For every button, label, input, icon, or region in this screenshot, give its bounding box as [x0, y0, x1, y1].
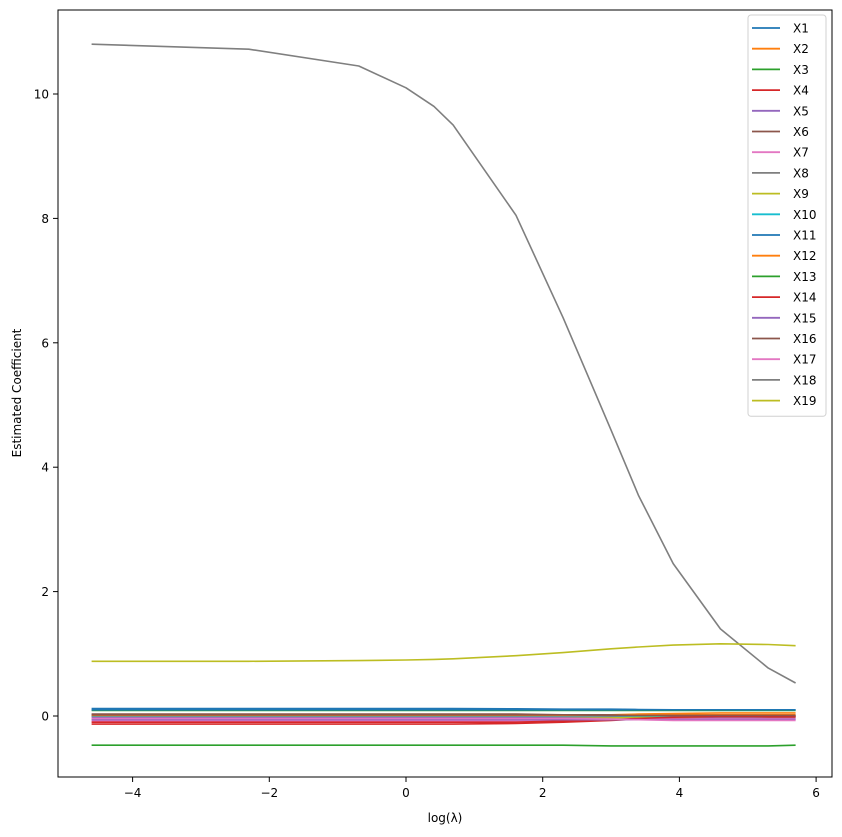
y-axis-ticks: 0 2 4 6 8 10: [34, 88, 58, 724]
legend-label: X11: [793, 229, 817, 243]
legend-label: X17: [793, 353, 817, 367]
legend-label: X10: [793, 208, 817, 222]
x-tick-label: 4: [676, 786, 684, 800]
legend-label: X15: [793, 311, 817, 325]
legend-item-x9: X9: [752, 187, 809, 201]
y-tick-label: 6: [41, 336, 49, 350]
legend-label: X1: [793, 22, 809, 36]
series-line-x16: [91, 713, 796, 717]
legend-item-x18: X18: [752, 373, 817, 387]
series-line-x13: [91, 744, 796, 747]
legend-label: X2: [793, 42, 809, 56]
y-tick-label: 0: [41, 710, 49, 724]
legend-item-x12: X12: [752, 249, 817, 263]
y-tick-label: 4: [41, 461, 49, 475]
legend-label: X6: [793, 125, 809, 139]
series-lines: [91, 43, 796, 747]
x-tick-label: −4: [124, 786, 142, 800]
legend-item-x4: X4: [752, 84, 809, 98]
legend-item-x13: X13: [752, 270, 817, 284]
series-line-x14: [91, 715, 796, 724]
legend-item-x6: X6: [752, 125, 809, 139]
legend-label: X4: [793, 84, 809, 98]
legend-item-x15: X15: [752, 311, 817, 325]
legend-item-x17: X17: [752, 353, 817, 367]
x-tick-label: 2: [539, 786, 547, 800]
x-axis-label: log(λ): [428, 811, 463, 825]
legend-item-x2: X2: [752, 42, 809, 56]
legend-label: X12: [793, 249, 817, 263]
y-axis-label: Estimated Coefficient: [10, 328, 24, 457]
legend-label: X13: [793, 270, 817, 284]
legend-item-x8: X8: [752, 166, 809, 180]
legend-item-x10: X10: [752, 208, 817, 222]
legend: X1 X2 X3 X4 X5 X6 X7 X8 X9 X10 X11 X12 X13 X14 X15 X16 X…: [747, 14, 827, 417]
x-tick-label: −2: [260, 786, 278, 800]
legend-item-x3: X3: [752, 63, 809, 77]
plot-frame: [57, 9, 833, 778]
legend-box: [747, 14, 827, 417]
x-axis-ticks: −4 −2 0 2 4 6: [124, 777, 820, 800]
y-tick-label: 8: [41, 212, 49, 226]
x-tick-label: 6: [812, 786, 820, 800]
x-tick-label: 0: [402, 786, 410, 800]
legend-item-x19: X19: [752, 394, 817, 408]
series-line-x5: [91, 716, 796, 720]
y-tick-label: 2: [41, 585, 49, 599]
legend-item-x11: X11: [752, 229, 817, 243]
legend-label: X19: [793, 394, 817, 408]
y-tick-label: 10: [34, 88, 49, 102]
series-line-x17: [91, 717, 796, 722]
legend-label: X18: [793, 373, 817, 387]
legend-item-x7: X7: [752, 146, 809, 160]
series-line-x18: [91, 43, 796, 684]
legend-item-x16: X16: [752, 332, 817, 346]
legend-label: X14: [793, 291, 817, 305]
legend-label: X8: [793, 166, 809, 180]
legend-label: X5: [793, 104, 809, 118]
legend-item-x14: X14: [752, 291, 817, 305]
legend-label: X7: [793, 146, 809, 160]
legend-item-x1: X1: [752, 22, 809, 36]
legend-label: X3: [793, 63, 809, 77]
legend-label: X16: [793, 332, 817, 346]
legend-label: X9: [793, 187, 809, 201]
series-line-x19: [91, 642, 796, 663]
legend-item-x5: X5: [752, 104, 809, 118]
